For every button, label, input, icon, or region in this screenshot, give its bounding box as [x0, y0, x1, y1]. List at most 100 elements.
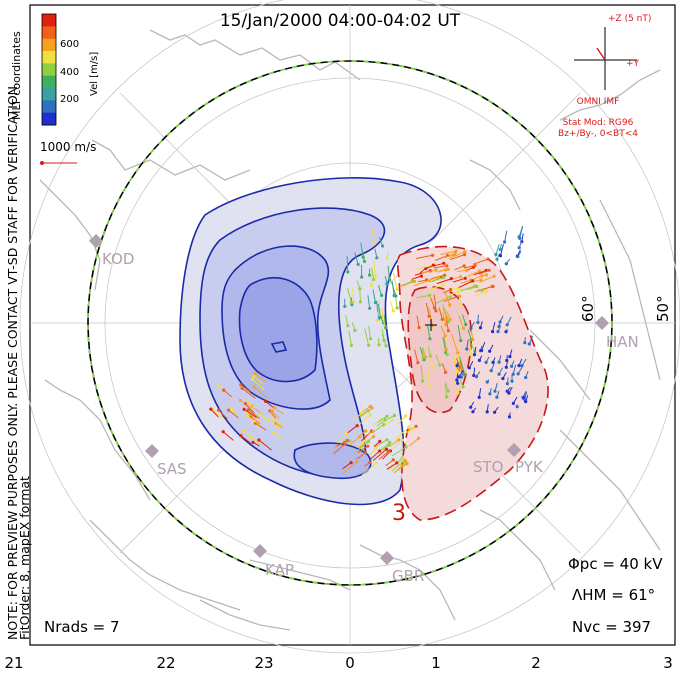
- velocity-vector: [416, 315, 420, 328]
- velocity-vector: [508, 412, 511, 417]
- station-marker-sas: [145, 444, 159, 458]
- station-label-kod: KOD: [102, 250, 134, 268]
- station-marker-sto: [507, 443, 521, 457]
- velocity-vector: [517, 366, 523, 375]
- velocity-vector: [380, 442, 391, 451]
- velocity-vector: [463, 265, 476, 269]
- velocity-vector: [372, 289, 376, 303]
- heppner-maynard-boundary-dash: [87, 60, 613, 586]
- velocity-vector: [453, 380, 459, 394]
- velocity-vector: [242, 430, 253, 439]
- velocity-vector: [499, 243, 502, 250]
- preview-note: NOTE: FOR PREVIEW PURPOSES ONLY. PLEASE …: [5, 82, 20, 640]
- velocity-vector: [212, 409, 224, 419]
- colorbar-cell: [42, 14, 56, 27]
- velocity-vector: [210, 408, 219, 418]
- velocity-vector: [385, 459, 394, 467]
- velocity-vector: [495, 244, 500, 255]
- velocity-vector: [457, 324, 462, 341]
- mlt-tick-2: 2: [531, 654, 541, 672]
- velocity-vector: [460, 285, 476, 292]
- colorbar-cell: [42, 100, 56, 114]
- velocity-vector: [417, 264, 433, 270]
- velocity-vector: [435, 254, 448, 261]
- velocity-vector: [475, 290, 487, 297]
- velocity-vector: [382, 419, 393, 428]
- velocity-vector: [505, 361, 508, 368]
- velocity-vector: [418, 279, 427, 283]
- velocity-vector: [411, 275, 422, 280]
- colorbar-cell: [42, 26, 56, 40]
- velocity-vector: [386, 462, 398, 470]
- velocity-vector: [444, 340, 447, 350]
- velocity-vector: [377, 415, 388, 424]
- velocity-vector: [422, 269, 437, 274]
- velocity-vector: [442, 304, 449, 322]
- stat-n-rads: Nrads = 7: [44, 618, 120, 636]
- velocity-vector: [448, 251, 466, 260]
- velocity-vector: [255, 422, 267, 431]
- velocity-vector: [252, 379, 265, 391]
- velocity-vector: [347, 288, 352, 303]
- velocity-vector: [377, 285, 383, 296]
- velocity-vector: [265, 401, 275, 409]
- velocity-vector: [457, 291, 462, 305]
- velocity-vector: [400, 280, 413, 287]
- velocity-vector: [351, 288, 355, 303]
- colorbar-cell: [42, 38, 56, 52]
- velocity-vector: [371, 267, 375, 280]
- velocity-vector: [436, 278, 452, 285]
- velocity-vector: [348, 330, 352, 346]
- velocity-vector: [358, 436, 374, 448]
- velocity-vector: [364, 461, 371, 467]
- velocity-vector: [245, 403, 255, 414]
- velocity-vector: [364, 328, 370, 346]
- velocity-vector: [518, 239, 523, 248]
- velocity-vector: [247, 409, 260, 419]
- velocity-vector: [395, 415, 406, 426]
- velocity-vector: [425, 302, 430, 317]
- station-marker-han: [595, 316, 609, 330]
- velocity-vector: [525, 395, 529, 402]
- velocity-vector: [381, 307, 384, 322]
- velocity-vector: [252, 441, 260, 447]
- velocity-vector: [429, 284, 443, 290]
- velocity-vector: [477, 314, 479, 323]
- velocity-vector: [408, 437, 419, 447]
- velocity-vector: [414, 349, 419, 363]
- velocity-vector: [429, 361, 433, 368]
- velocity-vector: [518, 358, 523, 366]
- velocity-vector: [379, 316, 384, 324]
- velocity-vector: [345, 315, 349, 326]
- velocity-vector: [456, 373, 459, 381]
- velocity-vector: [498, 354, 502, 363]
- coordinates-label: MLT coordinates: [10, 31, 23, 120]
- velocity-vector: [390, 439, 400, 446]
- station-label-gbr: GBR: [392, 567, 424, 585]
- velocity-vector: [468, 361, 474, 369]
- colorbar-tick-600: 600: [60, 39, 79, 50]
- velocity-vector: [377, 303, 381, 318]
- velocity-vector: [486, 404, 489, 412]
- colorbar-tick-400: 400: [60, 67, 79, 78]
- velocity-vector: [243, 408, 257, 419]
- velocity-vector: [240, 435, 251, 444]
- velocity-vector: [506, 316, 512, 326]
- velocity-vector: [528, 335, 534, 345]
- velocity-vector: [392, 439, 403, 450]
- velocity-vector: [388, 458, 404, 471]
- velocity-vector: [442, 363, 447, 373]
- velocity-vector: [489, 388, 492, 395]
- velocity-vector: [468, 339, 472, 356]
- velocity-vector: [416, 294, 430, 299]
- velocity-vector: [444, 383, 448, 397]
- velocity-vector: [511, 360, 515, 367]
- velocity-vector: [521, 358, 527, 366]
- imf-stat-mod: Stat Mod: RG96: [563, 118, 634, 128]
- velocity-vector: [353, 441, 369, 454]
- velocity-vector: [356, 280, 361, 289]
- velocity-vector: [506, 377, 509, 384]
- velocity-vector: [222, 431, 234, 441]
- velocity-vector: [376, 419, 386, 427]
- velocity-vector: [435, 354, 441, 366]
